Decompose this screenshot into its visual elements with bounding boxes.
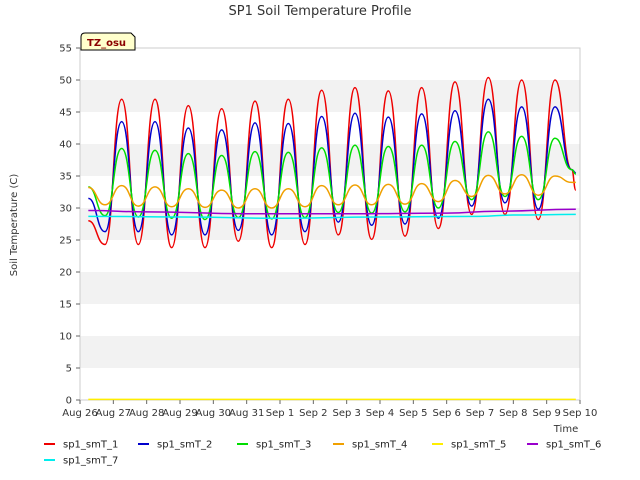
x-tick-label: Sep 5: [399, 408, 427, 419]
x-tick-label: Sep 4: [366, 408, 394, 419]
legend-label: sp1_smT_6: [546, 440, 601, 451]
legend-item: sp1_smT_1: [44, 440, 118, 451]
x-tick-label: Aug 26: [62, 408, 97, 419]
y-tick-label: 35: [59, 172, 72, 183]
chart-title: SP1 Soil Temperature Profile: [229, 4, 412, 19]
x-tick-label: Sep 3: [332, 408, 360, 419]
grid-band: [80, 208, 580, 240]
legend-label: sp1_smT_1: [63, 440, 118, 451]
x-tick-label: Sep 8: [499, 408, 527, 419]
series-line-6: [88, 208, 576, 215]
x-tick-label: Sep 1: [266, 408, 294, 419]
series-line-2: [88, 98, 576, 236]
grid-band: [80, 272, 580, 304]
x-axis-label: Time: [553, 424, 578, 435]
y-tick-label: 20: [59, 268, 72, 279]
legend-label: sp1_smT_5: [451, 440, 506, 451]
annotation-badge-box: [80, 32, 136, 51]
x-tick-label: Aug 29: [162, 408, 197, 419]
x-tick-label: Sep 2: [299, 408, 327, 419]
series-line-4: [88, 173, 576, 209]
legend-label: sp1_smT_2: [157, 440, 212, 451]
y-tick-label: 30: [59, 204, 72, 215]
y-tick-label: 45: [59, 108, 72, 119]
grid-band: [80, 80, 580, 112]
legend-label: sp1_smT_7: [63, 456, 118, 467]
x-tick-label: Sep 10: [563, 408, 598, 419]
x-tick-label: Aug 27: [96, 408, 131, 419]
y-tick-label: 0: [66, 396, 72, 407]
x-tick-label: Aug 31: [229, 408, 264, 419]
y-tick-label: 10: [59, 332, 72, 343]
legend-item: sp1_smT_6: [527, 440, 601, 451]
legend-label: sp1_smT_3: [256, 440, 311, 451]
legend-item: sp1_smT_5: [432, 440, 506, 451]
y-tick-label: 55: [59, 44, 72, 55]
grid-bands: [80, 80, 580, 368]
y-tick-label: 15: [59, 300, 72, 311]
x-tick-label: Sep 9: [532, 408, 560, 419]
legend-item: sp1_smT_3: [237, 440, 311, 451]
series-line-7: [88, 213, 576, 219]
x-tick-label: Sep 6: [432, 408, 460, 419]
series-lines: [88, 76, 577, 401]
y-axis-label: Soil Temperature (C): [9, 174, 20, 277]
grid-band: [80, 336, 580, 368]
y-tick-label: 40: [59, 140, 72, 151]
annotation-badge-text: TZ_osu: [87, 38, 126, 49]
y-tick-label: 5: [66, 364, 72, 375]
annotation-badge: TZ_osu: [80, 32, 136, 51]
series-line-3: [88, 131, 577, 221]
y-tick-label: 25: [59, 236, 72, 247]
legend: sp1_smT_1 sp1_smT_2 sp1_smT_3 sp1_smT_4 sp1_…: [44, 440, 601, 467]
legend-item: sp1_smT_4: [333, 440, 407, 451]
x-tick-label: Aug 28: [129, 408, 164, 419]
y-tick-label: 50: [59, 76, 72, 87]
y-axis-ticks: 0 5 10 15 20 25 30 35 40 45 50 55: [59, 44, 80, 407]
legend-item: sp1_smT_2: [138, 440, 212, 451]
legend-label: sp1_smT_4: [352, 440, 407, 451]
legend-item: sp1_smT_7: [44, 456, 118, 467]
x-tick-label: Aug 30: [196, 408, 231, 419]
x-tick-label: Sep 7: [466, 408, 494, 419]
